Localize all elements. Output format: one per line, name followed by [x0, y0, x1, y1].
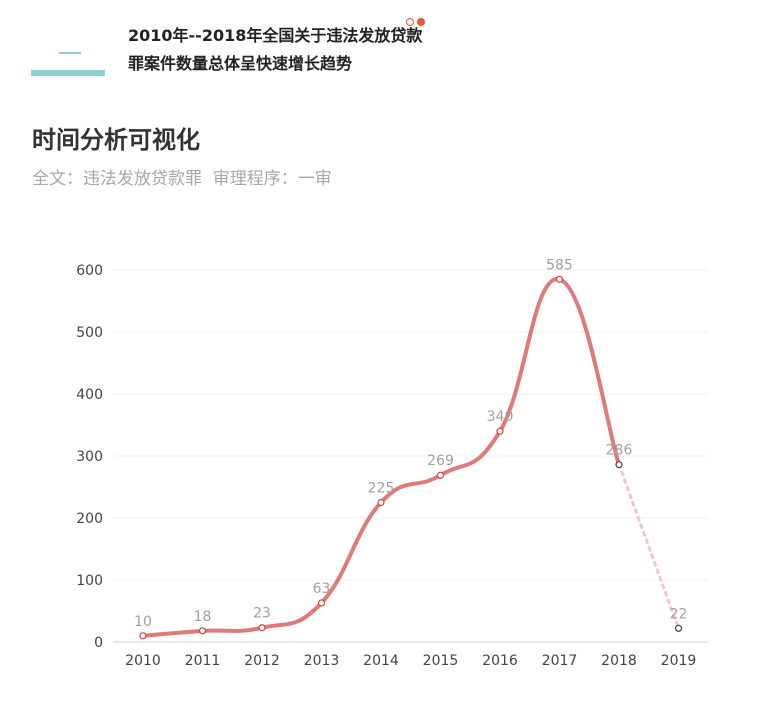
x-axis-ticks: 2010 2011 2012 2013 2014 2015 2016 2017 2018 2019 — [125, 653, 696, 669]
section-subtitle: 全文：违法发放贷款罪 审理程序：一审 — [32, 169, 332, 189]
x-tick-label: 2018 — [601, 653, 637, 669]
data-point — [317, 599, 326, 607]
chart-grid — [113, 269, 708, 643]
y-tick-label: 200 — [76, 511, 103, 527]
data-point — [198, 627, 207, 635]
data-point — [674, 624, 683, 632]
pagination-dots — [406, 11, 428, 26]
pagination-dot-2[interactable] — [417, 18, 425, 26]
data-point — [496, 427, 504, 435]
header-title: 2010年--2018年全国关于违法发放贷款罪案件数量总体呈快速增长趋势 — [128, 26, 423, 73]
x-tick-label: 2010 — [125, 653, 161, 669]
x-tick-label: 2014 — [363, 653, 399, 669]
series-line-projected — [617, 463, 680, 630]
data-label: 585 — [546, 257, 573, 273]
y-tick-label: 600 — [76, 263, 103, 279]
data-point — [258, 624, 266, 632]
x-tick-label: 2012 — [244, 653, 280, 669]
data-labels: 10 18 23 63 225 269 340 585 286 22 — [134, 257, 687, 630]
pagination-dot-1[interactable] — [406, 18, 414, 26]
section-title: 时间分析可视化 — [32, 126, 200, 154]
x-tick-label: 2011 — [185, 653, 221, 669]
data-label: 22 — [670, 606, 688, 622]
data-label: 63 — [313, 581, 331, 597]
data-point — [139, 632, 147, 640]
x-tick-label: 2016 — [482, 653, 518, 669]
y-tick-label: 0 — [94, 635, 103, 651]
data-label: 10 — [134, 614, 152, 630]
data-label: 269 — [427, 453, 454, 469]
data-point — [615, 461, 623, 469]
data-label: 225 — [368, 481, 395, 497]
y-tick-label: 100 — [76, 573, 103, 589]
data-label: 18 — [194, 609, 212, 625]
y-axis-ticks: 0 100 200 300 400 500 600 — [76, 263, 103, 651]
y-tick-label: 300 — [76, 449, 103, 465]
y-tick-label: 500 — [76, 325, 103, 341]
data-point — [377, 498, 385, 507]
data-label: 340 — [487, 409, 514, 425]
data-point — [436, 471, 445, 479]
header-deco-line — [31, 70, 105, 76]
x-tick-label: 2017 — [542, 653, 578, 669]
data-point — [555, 275, 564, 283]
y-tick-label: 400 — [76, 387, 103, 403]
x-tick-label: 2015 — [423, 653, 459, 669]
data-label: 23 — [253, 606, 271, 622]
x-tick-label: 2019 — [661, 653, 697, 669]
x-tick-label: 2013 — [304, 653, 340, 669]
data-label: 286 — [606, 443, 633, 459]
data-points — [139, 275, 683, 640]
header-deco-dash — [59, 52, 81, 54]
